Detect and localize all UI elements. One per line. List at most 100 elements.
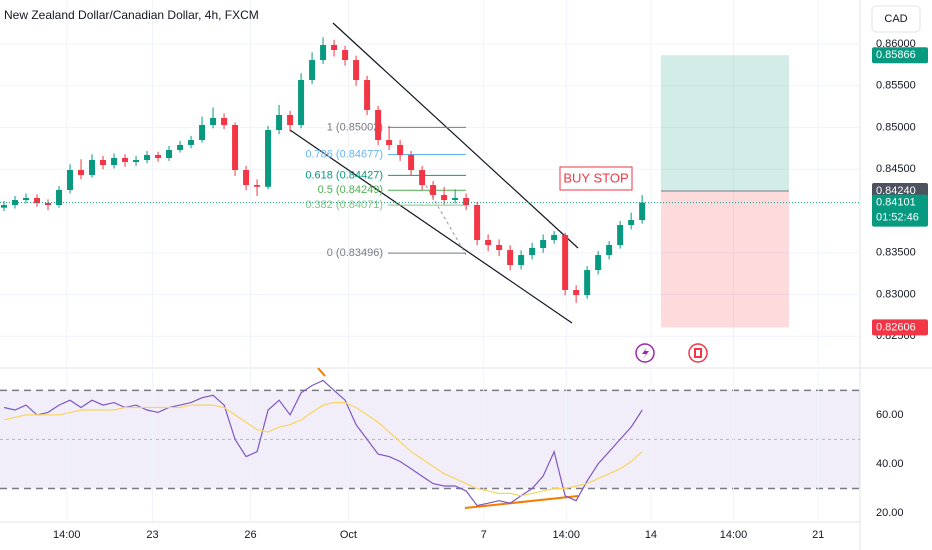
candle-body xyxy=(232,125,239,171)
x-tick-label: 14 xyxy=(645,529,657,541)
candle-body xyxy=(287,114,294,126)
price-label: 0.82606 xyxy=(876,321,916,333)
candle-body xyxy=(320,45,327,61)
fib-label: 0.382 (0.84071) xyxy=(305,199,383,211)
price-label-box xyxy=(872,194,928,227)
candle-body xyxy=(419,170,426,186)
indicator-line xyxy=(3,402,643,497)
candle-body xyxy=(254,185,261,187)
candle-body xyxy=(529,248,536,256)
y-tick-label: 0.86000 xyxy=(876,38,916,50)
candle-body xyxy=(122,157,129,162)
fib-label: 0.786 (0.84677) xyxy=(305,148,383,160)
divergence-line xyxy=(464,495,579,509)
candle-body xyxy=(100,159,107,166)
price-label-box xyxy=(872,47,928,64)
x-tick-label: Oct xyxy=(340,529,357,541)
candle-body xyxy=(199,125,206,141)
stop-loss-zone xyxy=(661,190,789,328)
candle-body xyxy=(353,60,360,80)
candle-body xyxy=(34,197,41,204)
country-flag-center xyxy=(696,350,700,356)
take-profit-zone xyxy=(661,55,789,191)
candle-body xyxy=(166,149,173,158)
candle-body xyxy=(210,117,217,126)
chart-title: New Zealand Dollar/Canadian Dollar, 4h, … xyxy=(4,8,259,22)
candle-body xyxy=(507,250,514,266)
y-tick-label: 0.85500 xyxy=(876,80,916,92)
candle-body xyxy=(452,197,459,200)
candle-body xyxy=(298,79,305,126)
candle-body xyxy=(331,45,338,51)
annotation: BUY STOP xyxy=(563,170,628,185)
candle-body xyxy=(386,140,393,145)
fib-label: 0.5 (0.84249) xyxy=(318,184,383,196)
candle-body xyxy=(540,239,547,249)
candle-body xyxy=(639,202,646,221)
candle-body xyxy=(474,205,481,240)
candle-body xyxy=(111,157,118,166)
candle-body xyxy=(243,170,250,186)
x-tick-label: 7 xyxy=(481,529,487,541)
countdown: 01:52:46 xyxy=(876,211,919,223)
x-tick-label: 14:00 xyxy=(552,529,580,541)
candle-body xyxy=(441,194,448,200)
candle-body xyxy=(617,225,624,246)
candle-body xyxy=(309,60,316,80)
candle-body xyxy=(342,50,349,61)
divergence-line xyxy=(317,367,326,377)
candle-body xyxy=(397,144,404,155)
event-icon-bolt xyxy=(642,347,649,359)
y-tick-label: 0.84500 xyxy=(876,163,916,175)
candle-body xyxy=(496,245,503,251)
x-tick-label: 26 xyxy=(244,529,256,541)
annotation-box xyxy=(559,166,633,191)
candle-body xyxy=(485,239,492,246)
candle-body xyxy=(188,140,195,145)
y-tick-label: 40.00 xyxy=(876,458,904,470)
fib-label: 0.618 (0.84427) xyxy=(305,169,383,181)
price-label: 0.84240 xyxy=(876,185,916,197)
plot: 1 (0.85002) 0.786 (0.84677) 0.618 (0.84427… xyxy=(0,22,860,509)
candle-body xyxy=(265,130,272,187)
y-tick-label: 20.00 xyxy=(876,507,904,519)
candle-body xyxy=(463,197,470,206)
y-tick-label: 60.00 xyxy=(876,409,904,421)
candle-body xyxy=(573,290,580,296)
candle-body xyxy=(89,159,96,176)
channel-lower xyxy=(289,129,573,324)
candle-body xyxy=(45,203,52,206)
price-label: 0.84101 xyxy=(876,196,916,208)
candle-body xyxy=(155,154,162,158)
candle-body xyxy=(1,205,8,208)
y-tick-label: 0.83500 xyxy=(876,247,916,259)
candle-body xyxy=(628,220,635,226)
currency-button[interactable] xyxy=(871,5,921,33)
candle-body xyxy=(595,255,602,271)
candle-body xyxy=(133,159,140,162)
fib-label: 1 (0.85002) xyxy=(327,121,383,133)
fib-label: 0 (0.83496) xyxy=(327,247,383,259)
candle-body xyxy=(584,270,591,296)
y-tick-label: 0.85000 xyxy=(876,121,916,133)
candle-body xyxy=(606,245,613,256)
x-tick-label: 23 xyxy=(146,529,158,541)
y-tick-label: 0.83000 xyxy=(876,288,916,300)
currency-label[interactable]: CAD xyxy=(884,13,907,25)
candle-body xyxy=(67,170,74,190)
candle-body xyxy=(408,154,415,171)
candle-body xyxy=(562,234,569,291)
grid xyxy=(0,0,860,522)
candle-body xyxy=(276,114,283,131)
candle-body xyxy=(177,144,184,150)
candle-body xyxy=(430,185,437,195)
candle-body xyxy=(23,197,30,200)
candle-body xyxy=(221,117,228,126)
x-tick-label: 21 xyxy=(812,529,824,541)
indicator-line xyxy=(3,379,643,507)
channel-upper xyxy=(332,22,579,249)
candle-body xyxy=(518,255,525,266)
candle-body xyxy=(364,79,371,110)
